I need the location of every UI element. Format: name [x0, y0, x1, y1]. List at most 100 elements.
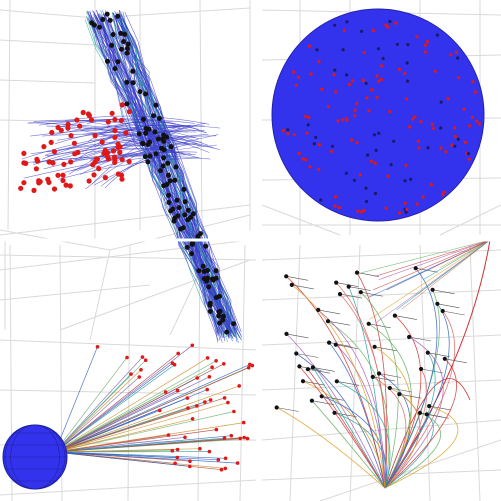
envelope-curve [384, 378, 471, 489]
red-point [95, 345, 100, 349]
black-point [189, 251, 195, 257]
red-point [342, 28, 347, 32]
black-point [370, 374, 375, 379]
black-point [145, 159, 151, 165]
red-point [397, 211, 402, 215]
red-point [235, 461, 240, 465]
red-point [183, 435, 187, 440]
dark-point [456, 56, 460, 60]
red-point [439, 146, 443, 150]
red-point [454, 50, 458, 54]
red-point [294, 83, 298, 87]
red-point [297, 151, 301, 155]
red-point [41, 144, 47, 150]
tangent-segment [368, 323, 391, 329]
red-point [195, 404, 199, 408]
black-point [152, 129, 158, 135]
fan-curve [384, 405, 459, 489]
dark-point [392, 139, 396, 143]
fiber-curve [115, 15, 233, 339]
black-point [327, 340, 332, 345]
fiber-curve [79, 142, 188, 175]
black-point [121, 39, 127, 44]
grid-line [261, 379, 501, 391]
red-point [111, 154, 118, 160]
sphere-meridian [10, 424, 60, 490]
black-point [205, 268, 210, 273]
grid-line [319, 439, 501, 501]
black-point [173, 164, 179, 170]
black-point [392, 313, 397, 318]
red-point [417, 146, 421, 150]
red-point [388, 110, 392, 114]
red-point [355, 141, 359, 145]
black-point [168, 144, 174, 150]
ray-line [54, 364, 250, 453]
fan-curve [296, 353, 386, 489]
red-point [474, 90, 478, 94]
black-point [310, 365, 315, 370]
black-point [172, 177, 178, 183]
red-point [105, 119, 111, 125]
red-point [222, 436, 227, 440]
black-point [172, 215, 178, 221]
dark-point [405, 79, 410, 83]
black-point [435, 301, 440, 306]
dark-point [388, 19, 392, 24]
black-point [442, 356, 447, 361]
ray-line [54, 360, 217, 453]
black-point [161, 147, 167, 153]
grid-line [239, 244, 246, 501]
red-point [176, 351, 180, 356]
ray-line [54, 376, 140, 453]
red-point [408, 125, 412, 129]
grid-line [0, 39, 96, 46]
red-point [88, 117, 95, 123]
black-point [217, 293, 222, 299]
black-point [130, 80, 136, 86]
black-point [207, 308, 213, 314]
red-point [222, 396, 227, 400]
dark-point [403, 179, 407, 183]
black-point [165, 160, 171, 166]
black-point [294, 351, 299, 356]
black-point [105, 58, 110, 64]
ray-line [374, 239, 491, 277]
red-point [126, 158, 132, 165]
red-point [424, 43, 428, 47]
black-point [124, 46, 130, 51]
tangent-segment [399, 393, 422, 399]
fan-curve [285, 276, 386, 489]
black-point [107, 17, 113, 23]
black-point [157, 116, 162, 121]
black-point [182, 212, 188, 218]
red-point [188, 459, 192, 464]
red-point [304, 158, 308, 162]
black-point [112, 66, 118, 72]
dark-point [315, 48, 319, 52]
grid-line [261, 419, 501, 441]
fan-curve [384, 267, 438, 489]
red-point [371, 29, 375, 33]
red-point [99, 139, 105, 145]
black-points [89, 11, 237, 335]
ray-line [54, 451, 226, 459]
red-point [246, 365, 251, 370]
red-point [226, 400, 230, 405]
red-point [77, 123, 83, 129]
red-point [320, 87, 324, 91]
dark-point [330, 144, 335, 148]
red-point [18, 185, 24, 191]
red-point [229, 433, 234, 438]
dark-point [377, 131, 381, 135]
red-point [441, 193, 445, 197]
ray-line [54, 429, 217, 453]
black-point [217, 320, 223, 326]
black-point [161, 132, 167, 138]
red-point [110, 148, 117, 154]
red-point [308, 165, 312, 169]
red-point [415, 202, 419, 206]
tangent-segment [442, 310, 465, 316]
black-point [161, 155, 167, 161]
fiber-curve [97, 135, 178, 155]
